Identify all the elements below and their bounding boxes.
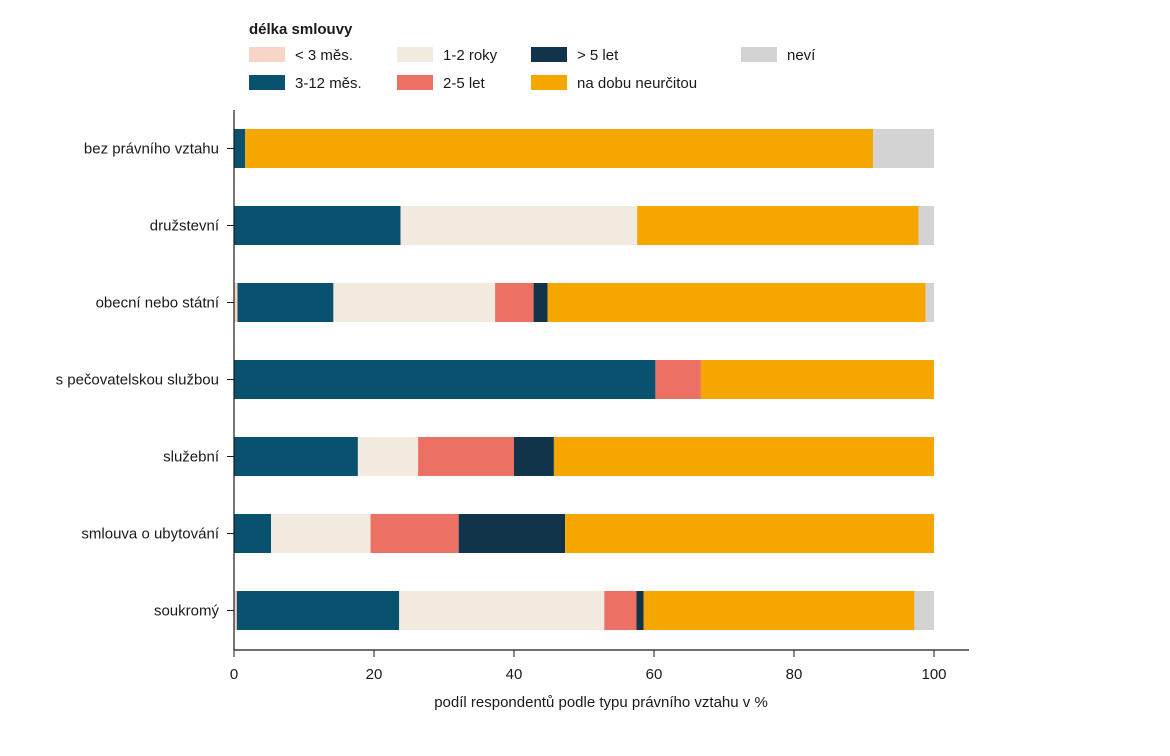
bar-segment-s-pecovatelskou-sluzbou-2-5-let <box>655 360 701 399</box>
bar-segment-smlouva-o-ubytovani-2-5-let <box>370 514 459 553</box>
bars <box>234 129 934 630</box>
bar-segment-soukromy-5-let <box>636 591 644 630</box>
legend-label-3-mes: < 3 měs. <box>295 47 353 64</box>
bar-segment-s-pecovatelskou-sluzbou-3-12-mes <box>234 360 656 399</box>
category-label-bez-pravniho-vztahu: bez právního vztahu <box>84 141 219 158</box>
legend-title: délka smlouvy <box>249 21 353 38</box>
bar-segment-smlouva-o-ubytovani-1-2-roky <box>271 514 371 553</box>
bar-segment-druzstevni-na-dobu-neurcitou <box>637 206 919 245</box>
category-labels: bez právního vztahu družstevní obecní nebo… <box>56 141 234 620</box>
bar-segment-soukromy-3-12-mes <box>236 591 400 630</box>
bar-segment-obecni-nebo-statni-5-let <box>533 283 548 322</box>
legend-label-na-dobu-neurcitou: na dobu neurčitou <box>577 75 697 92</box>
legend-label-1-2-roky: 1-2 roky <box>443 47 498 64</box>
legend-swatch-3-12-mes <box>249 75 285 90</box>
bar-segment-obecni-nebo-statni-nevi <box>925 283 934 322</box>
bar-segment-bez-pravniho-vztahu-3-12-mes <box>234 129 246 168</box>
legend-label-5-let: > 5 let <box>577 47 619 64</box>
x-tick-label-40: 40 <box>506 666 523 683</box>
legend-label-3-12-mes: 3-12 měs. <box>295 75 362 92</box>
x-axis: 0 20 40 60 80 100 <box>230 110 969 683</box>
category-label-smlouva-o-ubytovani: smlouva o ubytování <box>81 526 219 543</box>
bar-segment-smlouva-o-ubytovani-5-let <box>458 514 566 553</box>
bar-segment-sluzebni-2-5-let <box>418 437 514 476</box>
bar-segment-smlouva-o-ubytovani-3-12-mes <box>234 514 272 553</box>
bar-segment-soukromy-nevi <box>914 591 934 630</box>
bar-segment-sluzebni-1-2-roky <box>357 437 419 476</box>
legend-swatch-3-mes <box>249 47 285 62</box>
bar-segment-soukromy-na-dobu-neurcitou <box>643 591 915 630</box>
bar-segment-soukromy-1-2-roky <box>399 591 605 630</box>
legend-swatch-na-dobu-neurcitou <box>531 75 567 90</box>
legend-label-nevi: neví <box>787 47 816 64</box>
bar-segment-druzstevni-3-12-mes <box>234 206 401 245</box>
bar-segment-soukromy-2-5-let <box>604 591 637 630</box>
category-label-soukromy: soukromý <box>154 603 220 620</box>
bar-segment-sluzebni-na-dobu-neurcitou <box>553 437 934 476</box>
bar-segment-sluzebni-3-12-mes <box>234 437 358 476</box>
category-label-s-pecovatelskou-sluzbou: s pečovatelskou službou <box>56 372 219 389</box>
bar-segment-druzstevni-nevi <box>918 206 934 245</box>
bar-segment-smlouva-o-ubytovani-na-dobu-neurcitou <box>565 514 934 553</box>
x-tick-label-0: 0 <box>230 666 238 683</box>
bar-segment-obecni-nebo-statni-3-12-mes <box>237 283 334 322</box>
x-tick-label-100: 100 <box>921 666 946 683</box>
legend: < 3 měs. 1-2 roky > 5 let neví 3-12 měs. 2-5 … <box>249 47 816 92</box>
bar-segment-druzstevni-1-2-roky <box>400 206 638 245</box>
bar-segment-obecni-nebo-statni-na-dobu-neurcitou <box>547 283 926 322</box>
x-tick-label-60: 60 <box>646 666 663 683</box>
category-label-obecni-nebo-statni: obecní nebo státní <box>96 295 220 312</box>
x-axis-title: podíl respondentů podle typu právního vz… <box>434 694 768 711</box>
bar-segment-obecni-nebo-statni-3-mes <box>234 283 238 322</box>
bar-segment-obecni-nebo-statni-1-2-roky <box>333 283 496 322</box>
category-label-druzstevni: družstevní <box>150 218 220 235</box>
category-label-sluzebni: služební <box>163 449 220 466</box>
bar-segment-obecni-nebo-statni-2-5-let <box>495 283 534 322</box>
legend-swatch-1-2-roky <box>397 47 433 62</box>
bar-segment-bez-pravniho-vztahu-nevi <box>873 129 934 168</box>
x-tick-label-20: 20 <box>366 666 383 683</box>
legend-swatch-nevi <box>741 47 777 62</box>
legend-swatch-2-5-let <box>397 75 433 90</box>
bar-segment-sluzebni-5-let <box>514 437 554 476</box>
bar-segment-bez-pravniho-vztahu-na-dobu-neurcitou <box>245 129 874 168</box>
legend-swatch-5-let <box>531 47 567 62</box>
x-tick-label-80: 80 <box>786 666 803 683</box>
bar-segment-soukromy-3-mes <box>234 591 237 630</box>
legend-label-2-5-let: 2-5 let <box>443 75 486 92</box>
bar-segment-s-pecovatelskou-sluzbou-na-dobu-neurcitou <box>700 360 934 399</box>
